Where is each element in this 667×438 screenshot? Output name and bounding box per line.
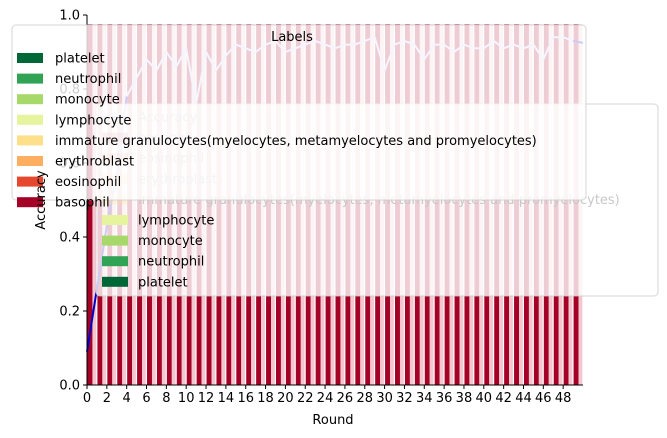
legend-label: monocyte (138, 234, 203, 249)
legend-label: erythroblast (55, 155, 134, 170)
x-tick-label: 10 (178, 391, 195, 406)
legend-swatch (102, 256, 128, 267)
x-tick-label: 38 (456, 391, 473, 406)
legend-swatch (17, 176, 43, 187)
x-tick-label: 42 (495, 391, 512, 406)
x-tick-label: 36 (436, 391, 453, 406)
legend-swatch (17, 73, 43, 84)
x-tick-label: 16 (237, 391, 254, 406)
x-tick-label: 6 (142, 391, 150, 406)
x-tick-label: 34 (416, 391, 433, 406)
x-tick-label: 48 (555, 391, 572, 406)
x-axis-label: Round (312, 413, 353, 428)
legend-swatch (17, 197, 43, 208)
x-tick-label: 2 (103, 391, 111, 406)
legend-label: eosinophil (55, 175, 121, 190)
y-tick-label: 0.0 (59, 379, 80, 394)
legend-labels: Labels platelet neutrophil monocyte lymphoc… (11, 24, 587, 211)
y-tick-label: 0.4 (59, 231, 80, 246)
legend-swatch (102, 276, 128, 287)
x-tick-label: 44 (515, 391, 532, 406)
legend-label: platelet (55, 52, 105, 67)
legend-label: immature granulocytes(myelocytes, metamy… (55, 134, 537, 149)
y-axis-label: Accuracy (34, 170, 49, 230)
x-tick-label: 20 (277, 391, 294, 406)
y-tick-label: 0.2 (59, 305, 80, 320)
x-tick-label: 12 (198, 391, 215, 406)
x-tick-label: 28 (356, 391, 373, 406)
legend-label: platelet (138, 275, 188, 290)
legend-swatch (102, 215, 128, 225)
legend-label: neutrophil (138, 255, 204, 270)
x-tick-label: 0 (83, 391, 91, 406)
legend-swatch (17, 53, 43, 63)
bar (87, 24, 93, 385)
bar-highlight (92, 24, 97, 385)
legend-label: neutrophil (55, 72, 121, 87)
legend-swatch (17, 94, 43, 105)
x-tick-label: 24 (317, 391, 334, 406)
legend-title: Labels (271, 30, 313, 45)
legend-swatch (102, 235, 128, 246)
legend-label: lymphocyte (138, 214, 214, 229)
x-tick-label: 4 (123, 391, 131, 406)
x-tick-label: 8 (162, 391, 170, 406)
x-tick-label: 22 (297, 391, 314, 406)
x-tick-label: 32 (396, 391, 413, 406)
x-tick-label: 14 (218, 391, 235, 406)
x-tick-label: 30 (376, 391, 393, 406)
legend-swatch (17, 135, 43, 146)
legend-swatch (17, 114, 43, 125)
x-tick-label: 26 (337, 391, 354, 406)
x-tick-label: 46 (535, 391, 552, 406)
x-tick-label: 40 (476, 391, 493, 406)
y-tick-label: 1.0 (59, 9, 80, 24)
legend-swatch (17, 156, 43, 166)
x-tick-label: 18 (257, 391, 274, 406)
legend-label: basophil (55, 196, 110, 211)
legend-label: lymphocyte (55, 113, 131, 128)
legend-label: monocyte (55, 93, 120, 108)
